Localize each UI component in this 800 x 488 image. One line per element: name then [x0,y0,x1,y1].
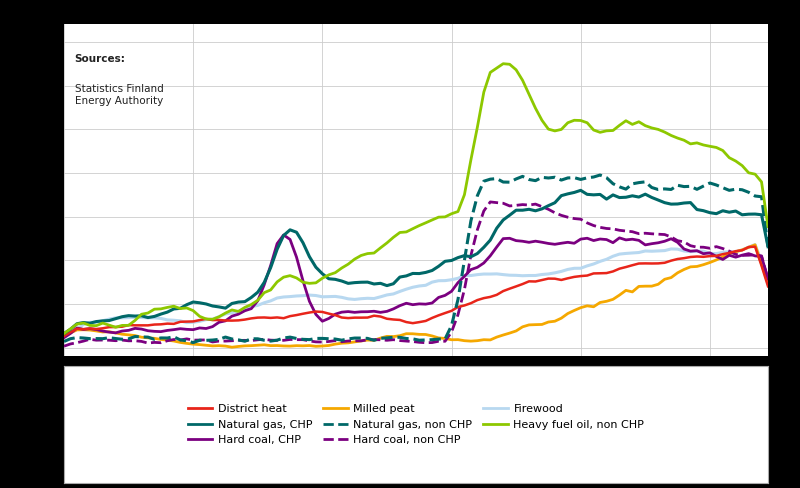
Text: Sources:: Sources: [74,54,126,64]
Legend: District heat, Natural gas, CHP, Hard coal, CHP, Milled peat, Natural gas, non C: District heat, Natural gas, CHP, Hard co… [179,395,653,454]
Text: Statistics Finland
Energy Authority: Statistics Finland Energy Authority [74,84,163,106]
